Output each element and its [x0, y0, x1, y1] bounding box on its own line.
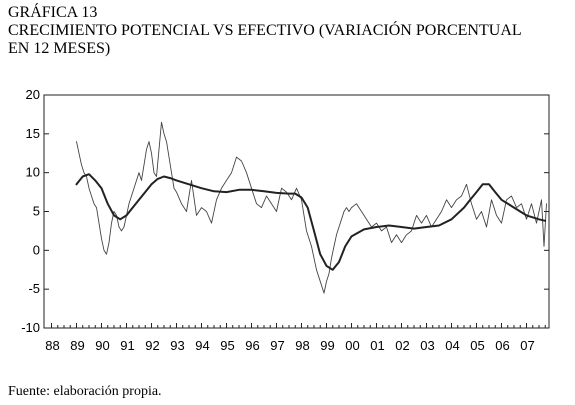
y-tick-label: 10: [26, 165, 40, 180]
y-tick-label: 5: [33, 204, 40, 219]
x-tick-label: 07: [520, 338, 534, 353]
figure-number: GRÁFICA 13: [8, 4, 98, 21]
series-line-actual: [76, 121, 547, 294]
x-tick-label: 91: [120, 338, 134, 353]
x-tick-label: 94: [195, 338, 209, 353]
series-line-potential: [75, 173, 547, 271]
x-tick-label: 90: [95, 338, 109, 353]
x-tick-label: 95: [220, 338, 234, 353]
y-tick-label: -5: [28, 281, 40, 296]
series-layer: [75, 121, 547, 294]
x-tick-label: 92: [145, 338, 159, 353]
y-tick-label: -10: [21, 320, 40, 335]
y-tick-label: 15: [26, 126, 40, 141]
x-tick-label: 89: [70, 338, 84, 353]
x-tick-label: 88: [45, 338, 59, 353]
x-tick-label: 96: [245, 338, 259, 353]
source-note: Fuente: elaboración propia.: [8, 384, 162, 399]
x-tick-label: 00: [345, 338, 359, 353]
chart-heading: GRÁFICA 13 CRECIMIENTO POTENCIAL VS EFEC…: [8, 4, 573, 58]
x-tick-label: 01: [370, 338, 384, 353]
y-axis: -10 -5 0 5 10 15 20: [21, 87, 549, 335]
x-tick-label: 05: [470, 338, 484, 353]
y-tick-label: 20: [26, 87, 40, 102]
x-tick-label: 02: [395, 338, 409, 353]
plot-frame: [43, 94, 550, 329]
x-axis: 88 89 90 91 92 93 94 95 96 97 98 99 00 01 02 03 04 05 06 07: [45, 323, 546, 353]
x-tick-label: 06: [495, 338, 509, 353]
x-tick-label: 99: [320, 338, 334, 353]
chart-title-line-2: EN 12 MESES): [8, 40, 111, 57]
x-tick-label: 98: [295, 338, 309, 353]
x-tick-label: 97: [270, 338, 284, 353]
x-tick-label: 03: [420, 338, 434, 353]
y-tick-label: 0: [33, 242, 40, 257]
x-tick-label: 04: [445, 338, 459, 353]
x-tick-label: 93: [170, 338, 184, 353]
chart-title-line-1: CRECIMIENTO POTENCIAL VS EFECTIVO (VARIA…: [8, 22, 522, 39]
